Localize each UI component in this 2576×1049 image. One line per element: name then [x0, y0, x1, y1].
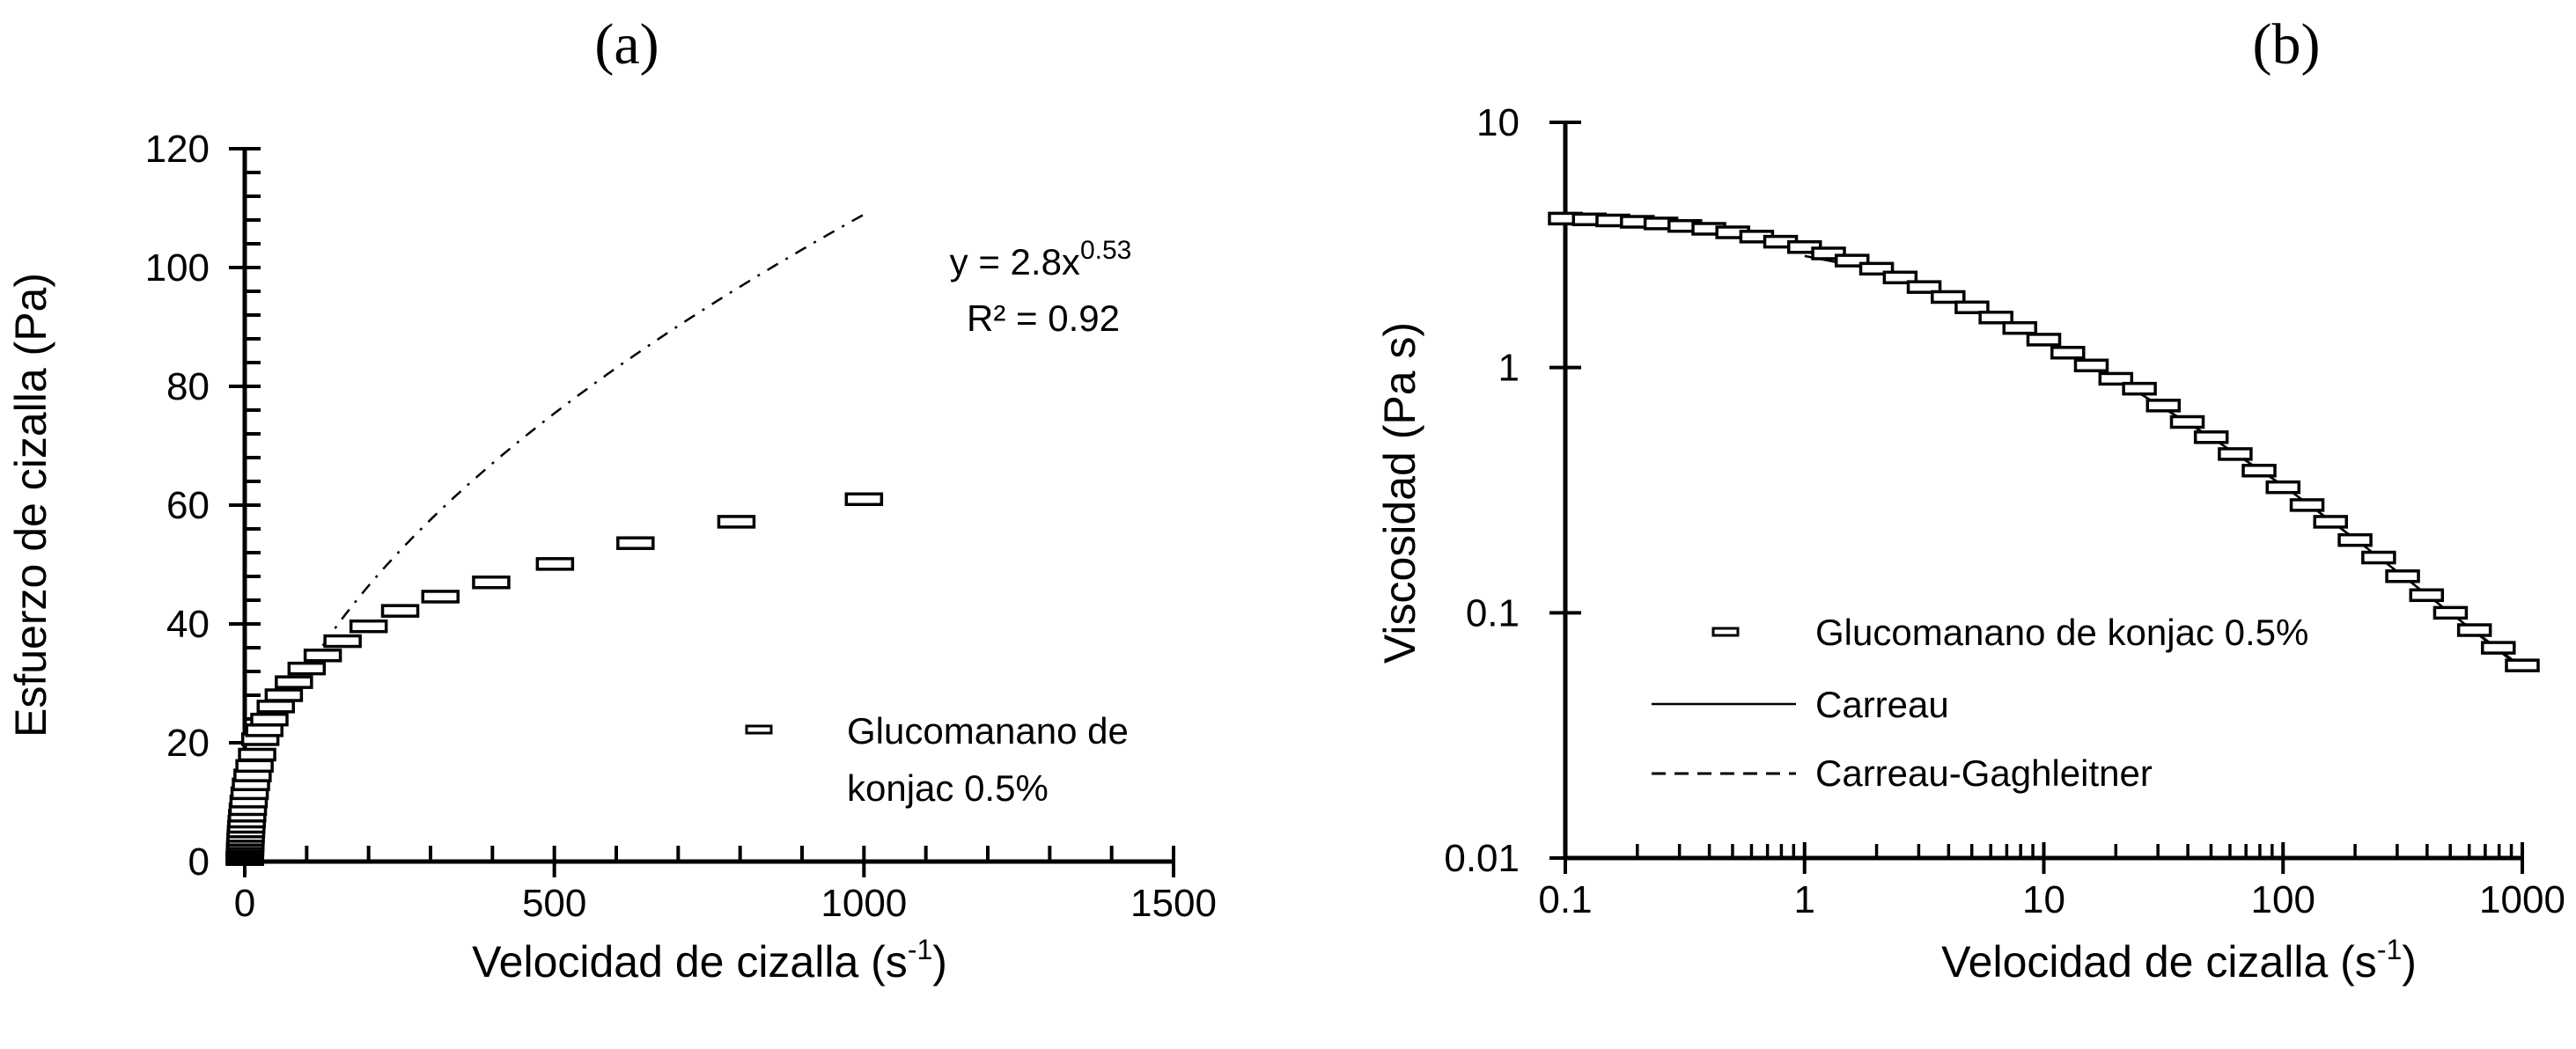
panel-a: (a) 0 20 40 60 80 100 120 0 500 1000 1500 Esfuerzo… [6, 12, 1217, 987]
data-point [2026, 333, 2062, 347]
y-tick-label: 0.01 [1444, 837, 1520, 880]
data-point [235, 759, 274, 774]
y-tick-label: 1 [1498, 347, 1520, 390]
panel-b-y-axis-title: Viscosidad (Pa s) [1375, 322, 1424, 664]
power-trendline [243, 213, 865, 857]
legend-marker-a [745, 724, 773, 735]
data-point [2337, 532, 2373, 547]
data-point [2385, 569, 2420, 583]
x-tick-label: 10 [2022, 878, 2065, 921]
data-point [2456, 623, 2492, 637]
data-point [2409, 588, 2445, 603]
data-point [323, 634, 362, 649]
panel-b-label: (b) [2253, 12, 2321, 77]
panel-b: (b) 0.01 0.1 1 10 0.1 1 10 100 1000 Viscosidad (… [1375, 12, 2565, 987]
x-tick-label: 1500 [1130, 882, 1217, 925]
data-point [2169, 414, 2205, 429]
data-point [2313, 515, 2348, 529]
x-tick-label: 0.1 [1538, 878, 1592, 921]
data-point [349, 619, 388, 634]
data-point [472, 576, 511, 590]
data-point [421, 590, 460, 604]
panel-b-points [1548, 211, 2540, 672]
legend-label-b-data: Glucomanano de konjac 0.5% [1815, 612, 2308, 653]
carreau-gaghleitner-line [1564, 218, 2523, 669]
x-tick-label: 500 [522, 882, 586, 925]
data-point [2481, 641, 2516, 655]
x-tick-label: 1000 [2479, 878, 2565, 921]
data-point [2002, 320, 2038, 335]
data-point [303, 649, 342, 663]
data-point [2050, 346, 2086, 360]
trendline-equation: y = 2.8x0.53 [950, 236, 1132, 282]
data-point [1954, 300, 1990, 315]
carreau-line [1804, 254, 2523, 671]
data-point [2241, 464, 2277, 478]
data-point [1882, 270, 1918, 285]
y-tick-label: 0.1 [1466, 591, 1520, 635]
data-point [1931, 290, 1966, 304]
y-tick-label: 60 [166, 484, 210, 527]
panel-a-x-axis-title: Velocidad de cizalla (s-1) [472, 934, 947, 987]
data-point [2265, 480, 2300, 495]
panel-b-model-lines [1564, 218, 2523, 671]
y-tick-label: 80 [166, 365, 210, 408]
data-point [275, 675, 313, 689]
data-point [2432, 605, 2469, 620]
data-point [256, 700, 295, 714]
x-tick-label: 1 [1794, 878, 1815, 921]
data-point [2505, 658, 2540, 672]
y-tick-label: 120 [145, 128, 210, 171]
panel-a-y-axis-title: Esfuerzo de cizalla (Pa) [6, 273, 55, 737]
data-point [1978, 311, 2013, 325]
data-point [264, 688, 304, 702]
panel-a-label: (a) [594, 12, 659, 77]
data-point [616, 536, 655, 550]
data-point [287, 661, 327, 676]
x-tick-label: 0 [234, 882, 255, 925]
data-point [250, 712, 289, 727]
y-tick-label: 40 [166, 603, 210, 646]
legend-label-a-line2: konjac 0.5% [847, 767, 1049, 809]
panel-a-axes: 0 20 40 60 80 100 120 0 500 1000 1500 [145, 128, 1217, 925]
data-point [245, 723, 283, 737]
panel-b-x-axis-title: Velocidad de cizalla (s-1) [1941, 934, 2417, 987]
legend-label-carreau: Carreau [1815, 684, 1949, 725]
legend-marker-b-data [1711, 627, 1740, 637]
x-tick-label: 1000 [821, 882, 907, 925]
y-tick-label: 20 [166, 722, 210, 765]
data-point [2193, 430, 2229, 444]
panel-a-points [225, 492, 884, 866]
data-point [2361, 550, 2396, 565]
data-point [2098, 371, 2134, 386]
data-point [844, 492, 884, 506]
y-tick-label: 100 [145, 246, 210, 290]
legend-label-carreau-gaghleitner: Carreau-Gaghleitner [1815, 752, 2153, 794]
data-point [2289, 498, 2325, 512]
data-point [238, 747, 276, 762]
data-point [535, 557, 575, 571]
data-point [2218, 447, 2253, 461]
trendline-r2: R² = 0.92 [967, 297, 1120, 339]
data-point [1906, 280, 1942, 294]
y-tick-label: 10 [1476, 101, 1520, 144]
data-point [2122, 381, 2157, 396]
panel-a-trendline [243, 213, 865, 857]
data-point [380, 604, 420, 618]
panel-b-axes: 0.01 0.1 1 10 0.1 1 10 100 1000 [1444, 101, 2565, 921]
legend-label-a-line1: Glucomanano de [847, 710, 1129, 752]
data-point [2145, 399, 2182, 413]
data-point [2073, 358, 2109, 373]
y-tick-label: 0 [188, 840, 210, 884]
x-tick-label: 100 [2251, 878, 2315, 921]
data-point [717, 515, 756, 529]
